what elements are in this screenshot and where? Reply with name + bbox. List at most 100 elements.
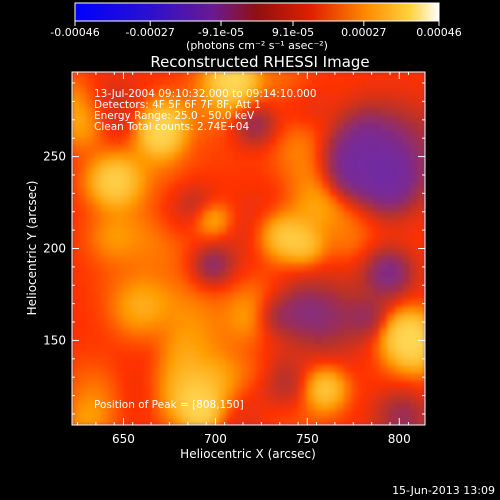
heatmap-cell [350, 130, 360, 139]
heatmap-cell [277, 72, 286, 80]
heatmap-cell [72, 395, 80, 404]
heatmap-cell [167, 93, 176, 102]
heatmap-cell [93, 93, 102, 102]
heatmap-cell [72, 78, 80, 88]
heatmap-cell [306, 417, 316, 425]
heatmap-cell [152, 86, 161, 95]
heatmap-cell [387, 373, 397, 382]
heatmap-cell [387, 100, 397, 110]
heatmap-cell [343, 203, 352, 213]
heatmap-cell [321, 86, 330, 95]
heatmap-cell [100, 328, 110, 338]
heatmap-cell [122, 240, 132, 249]
heatmap-cell [358, 167, 367, 176]
heatmap-cell [137, 343, 147, 352]
heatmap-cell [277, 248, 286, 257]
heatmap-cell [122, 350, 132, 360]
heatmap-cell [189, 328, 198, 338]
heatmap-cell [122, 203, 132, 213]
heatmap-cell [122, 211, 132, 220]
heatmap-cell [93, 203, 102, 213]
heatmap-cell [152, 218, 161, 227]
heatmap-cell [233, 284, 242, 294]
heatmap-cell [189, 189, 198, 198]
heatmap-cell [72, 248, 80, 257]
heatmap-cell [306, 218, 316, 227]
heatmap-cell [137, 373, 147, 382]
heatmap-cell [365, 167, 375, 176]
heatmap-cell [270, 240, 279, 249]
heatmap-cell [387, 314, 397, 323]
heatmap-cell [225, 225, 235, 235]
heatmap-cell [321, 343, 330, 352]
heatmap-cell [181, 292, 191, 301]
heatmap-cell [321, 277, 330, 286]
heatmap-cell [233, 299, 242, 308]
heatmap-cell [203, 248, 213, 257]
heatmap-cell [181, 196, 191, 205]
heatmap-cell [262, 255, 272, 264]
heatmap-cell [328, 122, 338, 132]
heatmap-cell [152, 417, 161, 425]
heatmap-cell [159, 130, 169, 139]
heatmap-cell [137, 321, 147, 330]
heatmap-cell [409, 365, 419, 375]
heatmap-cell [93, 402, 102, 411]
heatmap-cell [417, 211, 425, 220]
heatmap-cell [240, 387, 249, 397]
heatmap-cell [365, 240, 375, 249]
heatmap-cell [108, 130, 117, 139]
heatmap-cell [108, 365, 117, 375]
heatmap-cell [417, 395, 425, 404]
heatmap-cell [100, 181, 110, 191]
heatmap-cell [417, 417, 425, 425]
heatmap-cell [306, 122, 316, 132]
heatmap-cell [108, 152, 117, 161]
heatmap-cell [314, 299, 323, 308]
heatmap-cell [343, 152, 352, 161]
heatmap-cell [350, 255, 360, 264]
heatmap-cell [181, 350, 191, 360]
heatmap-cell [122, 314, 132, 323]
heatmap-cell [299, 358, 308, 367]
heatmap-cell [350, 218, 360, 227]
heatmap-cell [189, 218, 198, 227]
heatmap-cell [137, 72, 147, 80]
heatmap-cell [373, 152, 382, 161]
heatmap-cell [270, 306, 279, 316]
heatmap-cell [211, 328, 220, 338]
heatmap-cell [417, 284, 425, 294]
heatmap-cell [174, 72, 183, 80]
heatmap-cell [358, 409, 367, 419]
heatmap-cell [108, 233, 117, 242]
heatmap-cell [159, 306, 169, 316]
heatmap-cell [100, 211, 110, 220]
heatmap-cell [321, 233, 330, 242]
heatmap-cell [292, 203, 301, 213]
heatmap-cell [211, 395, 220, 404]
heatmap-cell [255, 203, 264, 213]
heatmap-cell [402, 159, 411, 169]
heatmap-cell [152, 130, 161, 139]
heatmap-cell [167, 248, 176, 257]
heatmap-cell [145, 203, 154, 213]
heatmap-cell [292, 122, 301, 132]
heatmap-cell [248, 299, 257, 308]
heatmap-cell [115, 130, 124, 139]
heatmap-cell [218, 78, 227, 88]
colorbar-tick-label: -9.1e-05 [198, 26, 244, 39]
heatmap-cell [240, 100, 249, 110]
heatmap-cell [72, 189, 80, 198]
heatmap-cell [417, 343, 425, 352]
heatmap-cell [211, 270, 220, 279]
heatmap-cell [277, 167, 286, 176]
heatmap-cell [328, 299, 338, 308]
heatmap-cell [387, 122, 397, 132]
heatmap-cell [174, 321, 183, 330]
heatmap-cell [350, 78, 360, 88]
heatmap-cell [137, 115, 147, 124]
heatmap-cell [100, 358, 110, 367]
heatmap-cell [255, 306, 264, 316]
heatmap-cell [299, 299, 308, 308]
heatmap-cell [262, 130, 272, 139]
